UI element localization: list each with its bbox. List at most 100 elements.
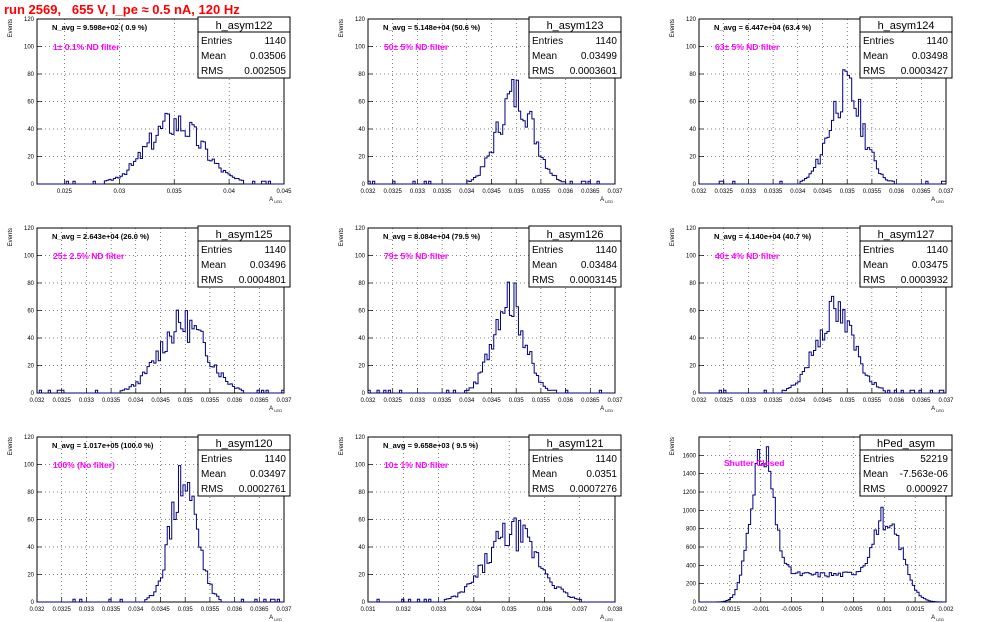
y-tick-label: 20 [27, 364, 34, 370]
stat-value: 1140 [595, 36, 617, 47]
y-tick-label: 20 [689, 155, 696, 161]
x-axis-title-main: A [931, 197, 935, 203]
stat-value: 0.0003932 [901, 275, 949, 286]
y-axis-title: Events [339, 437, 345, 455]
histogram-name: h_asym125 [216, 229, 273, 241]
stats-box: hPed_asym Entries 52219 Mean -7.563e-06 RMS 0.… [859, 434, 953, 497]
x-tick-label: 0.0365 [581, 398, 600, 404]
stats-box: h_asym127 Entries 1140 Mean 0.03475 RMS 0.0003… [859, 225, 953, 288]
stat-label: Mean [532, 469, 557, 480]
x-tick-label: 0.033 [410, 189, 426, 195]
stat-label: RMS [863, 275, 886, 286]
x-tick-label: 0.0345 [482, 189, 501, 195]
y-tick-label: 0 [693, 600, 697, 606]
x-tick-label: 0.035 [502, 607, 518, 613]
x-tick-label: 0.0325 [384, 398, 403, 404]
x-axis-title-main: A [600, 406, 604, 412]
x-tick-label: 0.0325 [384, 189, 403, 195]
x-tick-label: 0.034 [128, 607, 144, 613]
y-tick-label: 20 [358, 364, 365, 370]
x-axis-title: A LED [931, 615, 944, 622]
stat-label: Mean [201, 260, 226, 271]
x-axis-title: A LED [600, 197, 613, 204]
y-tick-label: 600 [686, 545, 697, 551]
y-tick-label: 20 [689, 364, 696, 370]
histogram-name: h_asym120 [216, 438, 273, 450]
x-axis-title: A LED [269, 197, 282, 204]
y-tick-label: 80 [689, 72, 696, 78]
x-tick-label: 0.0345 [151, 398, 170, 404]
stat-value: 1140 [264, 454, 286, 465]
x-tick-label: 0.0355 [863, 189, 882, 195]
histogram-line [368, 281, 615, 394]
y-tick-label: 0 [362, 391, 366, 397]
y-tick-label: 0 [693, 391, 697, 397]
y-tick-label: 120 [686, 17, 697, 23]
y-tick-label: 20 [27, 573, 34, 579]
y-tick-label: 60 [358, 309, 365, 315]
x-tick-label: 0.001 [877, 607, 893, 613]
y-tick-label: 0 [362, 600, 366, 606]
x-tick-label: 0.0365 [250, 607, 269, 613]
stat-label: RMS [532, 66, 555, 77]
x-tick-label: 0.034 [790, 398, 806, 404]
x-tick-label: -0.002 [690, 607, 708, 613]
x-tick-label: 0.025 [57, 189, 73, 195]
y-tick-label: 40 [358, 127, 365, 133]
x-tick-label: 0.035 [509, 398, 525, 404]
stat-label: Entries [201, 245, 232, 256]
x-tick-label: 0.038 [607, 607, 623, 613]
x-tick-label: 0.037 [607, 398, 623, 404]
x-tick-label: 0.033 [741, 189, 757, 195]
stat-value: 0.0003427 [901, 66, 949, 77]
stat-label: Entries [201, 36, 232, 47]
navg-label: N_avg = 1.017e+05 (100.0 %) [52, 441, 154, 450]
x-tick-label: 0.035 [167, 189, 183, 195]
x-tick-label: 0.037 [938, 398, 954, 404]
x-tick-label: 0.0355 [863, 398, 882, 404]
y-tick-label: 400 [686, 563, 697, 569]
x-axis-title-main: A [931, 615, 935, 621]
x-tick-label: 0.0325 [715, 189, 734, 195]
x-tick-label: 0.032 [396, 607, 412, 613]
stat-label: Mean [863, 260, 888, 271]
y-tick-label: 80 [27, 72, 34, 78]
stat-value: -7.563e-06 [900, 469, 949, 480]
y-tick-label: 120 [355, 226, 366, 232]
y-axis-title: Events [339, 228, 345, 246]
stat-value: 1140 [595, 454, 617, 465]
histogram-line [37, 309, 284, 394]
y-tick-label: 20 [358, 155, 365, 161]
stat-label: Entries [863, 245, 894, 256]
stats-box-frame [859, 434, 953, 497]
histogram-name: h_asym127 [878, 229, 935, 241]
y-tick-label: 800 [686, 527, 697, 533]
y-tick-label: 20 [358, 573, 365, 579]
x-tick-label: 0.034 [466, 607, 482, 613]
y-tick-label: 100 [355, 45, 366, 51]
x-axis-title-main: A [931, 406, 935, 412]
y-tick-label: 60 [689, 309, 696, 315]
x-tick-label: 0.0005 [844, 607, 863, 613]
filter-label: 25± 2.5% ND filter [53, 251, 125, 261]
histogram-line [699, 295, 946, 394]
stats-box-frame [528, 16, 622, 79]
stats-box-frame [197, 16, 291, 79]
y-tick-label: 60 [358, 100, 365, 106]
panel-hPed_asym: -0.002 -0.0015 -0.001 -0.0005 0 0.0005 0.001 0.… [670, 434, 954, 622]
stat-value: 0.03497 [250, 469, 287, 480]
y-tick-label: 1600 [683, 453, 697, 459]
x-tick-label: 0.0335 [764, 189, 783, 195]
stats-box: h_asym126 Entries 1140 Mean 0.03484 RMS 0.0003… [528, 225, 622, 288]
x-tick-label: 0.045 [276, 189, 292, 195]
x-tick-label: 0.034 [459, 398, 475, 404]
stat-value: 0.0002761 [239, 484, 287, 495]
panel-h_asym125: 0.032 0.0325 0.033 0.0335 0.034 0.0345 0.035 0.… [8, 225, 292, 413]
y-axis-title: Events [8, 19, 14, 37]
panel-h_asym126: 0.032 0.0325 0.033 0.0335 0.034 0.0345 0.035 0.… [339, 225, 623, 413]
x-tick-label: 0.0335 [433, 398, 452, 404]
y-tick-label: 60 [27, 100, 34, 106]
x-tick-label: 0.0335 [102, 398, 121, 404]
x-axis-title-main: A [600, 615, 604, 621]
stat-label: RMS [532, 275, 555, 286]
